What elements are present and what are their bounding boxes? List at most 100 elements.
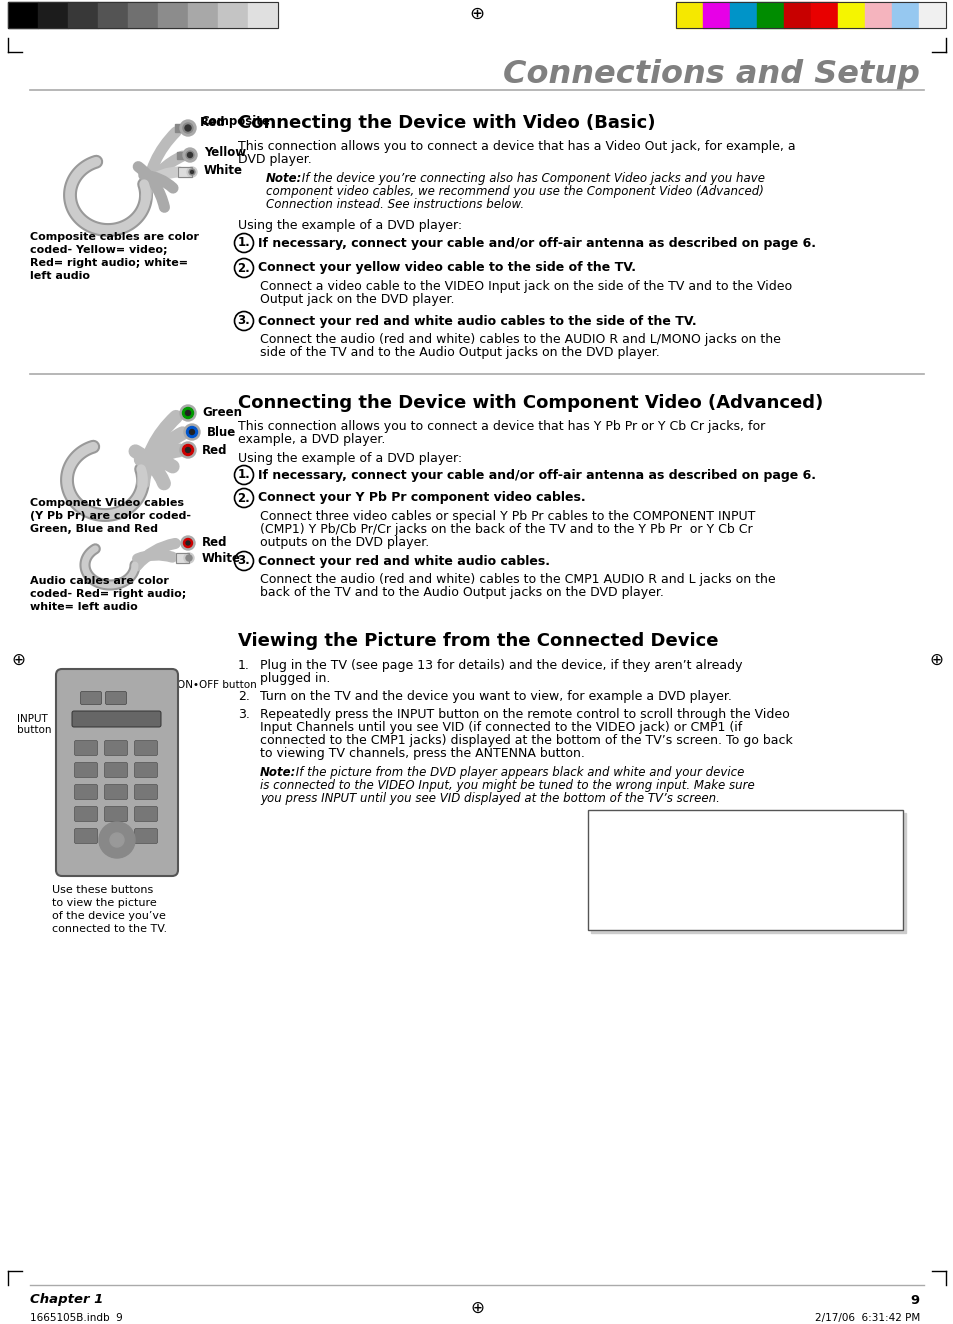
Text: 3.: 3. — [237, 555, 250, 568]
Bar — [158, 3, 188, 28]
Text: you press INPUT until you see VID displayed at the bottom of the TV’s screen.: you press INPUT until you see VID displa… — [260, 792, 720, 805]
Text: This connection allows you to connect a device that has a Video Out jack, for ex: This connection allows you to connect a … — [237, 140, 795, 154]
Bar — [175, 553, 189, 563]
Text: ⊕: ⊕ — [470, 1299, 483, 1317]
FancyBboxPatch shape — [105, 763, 128, 777]
FancyBboxPatch shape — [105, 785, 128, 800]
Text: Output jack on the DVD player.: Output jack on the DVD player. — [260, 293, 454, 306]
FancyBboxPatch shape — [80, 691, 101, 704]
Text: Use these buttons: Use these buttons — [52, 884, 153, 895]
Circle shape — [186, 151, 193, 159]
Circle shape — [185, 448, 191, 453]
Text: White: White — [204, 163, 243, 176]
FancyBboxPatch shape — [134, 829, 157, 843]
FancyBboxPatch shape — [74, 806, 97, 821]
FancyBboxPatch shape — [74, 763, 97, 777]
FancyBboxPatch shape — [105, 806, 128, 821]
Text: If necessary, connect your cable and/or off-air antenna as described on page 6.: If necessary, connect your cable and/or … — [257, 237, 815, 249]
Text: 3.: 3. — [237, 708, 250, 722]
Text: button: button — [17, 726, 51, 735]
Text: Red: Red — [202, 444, 227, 457]
Text: is connected to the VIDEO Input, you might be tuned to the wrong input. Make sur: is connected to the VIDEO Input, you mig… — [260, 779, 754, 792]
Text: INPUT: INPUT — [17, 714, 48, 724]
Text: Plug in the TV (see page 13 for details) and the device, if they aren’t already: Plug in the TV (see page 13 for details)… — [260, 659, 741, 673]
Circle shape — [185, 410, 191, 416]
Circle shape — [180, 120, 195, 136]
Text: component video cables, we recommend you use the Component Video (Advanced): component video cables, we recommend you… — [266, 185, 763, 199]
Bar — [783, 3, 810, 28]
FancyBboxPatch shape — [134, 806, 157, 821]
Text: Connect a video cable to the VIDEO Input jack on the side of the TV and to the V: Connect a video cable to the VIDEO Input… — [260, 279, 791, 293]
Circle shape — [181, 536, 194, 549]
Text: 2.: 2. — [237, 262, 250, 274]
FancyBboxPatch shape — [134, 763, 157, 777]
Circle shape — [110, 833, 124, 847]
Text: • If you’re done: • If you’re done — [596, 825, 682, 835]
Text: 1.: 1. — [237, 237, 250, 249]
Circle shape — [182, 445, 193, 455]
Circle shape — [180, 442, 195, 458]
Circle shape — [184, 553, 193, 563]
Text: plugged in.: plugged in. — [260, 673, 330, 685]
Circle shape — [99, 822, 135, 858]
Text: connecting devices, go: connecting devices, go — [596, 906, 723, 916]
Text: 2.: 2. — [237, 690, 250, 703]
Text: connecting devices to: connecting devices to — [596, 838, 718, 847]
FancyBboxPatch shape — [134, 785, 157, 800]
FancyBboxPatch shape — [105, 829, 128, 843]
Text: 1.: 1. — [237, 469, 250, 482]
Text: Repeatedly press the INPUT button on the remote control to scroll through the Vi: Repeatedly press the INPUT button on the… — [260, 708, 789, 722]
Text: Composite cables are color: Composite cables are color — [30, 232, 199, 242]
Text: Setup.: Setup. — [596, 876, 631, 887]
Bar — [178, 167, 192, 177]
Text: Viewing the Picture from the Connected Device: Viewing the Picture from the Connected D… — [237, 632, 718, 650]
Text: Audio cables are color: Audio cables are color — [30, 576, 169, 587]
Bar — [218, 3, 248, 28]
Bar — [38, 3, 68, 28]
Text: outputs on the DVD player.: outputs on the DVD player. — [260, 536, 429, 549]
Circle shape — [185, 124, 191, 131]
Text: to view the picture: to view the picture — [52, 898, 156, 908]
Text: • To continue: • To continue — [596, 892, 669, 903]
Text: 2/17/06  6:31:42 PM: 2/17/06 6:31:42 PM — [814, 1313, 919, 1323]
Text: Red= right audio; white=: Red= right audio; white= — [30, 258, 188, 267]
Circle shape — [186, 542, 190, 545]
Text: back of the TV and to the Audio Output jacks on the DVD player.: back of the TV and to the Audio Output j… — [260, 587, 663, 598]
Text: ⊕: ⊕ — [928, 651, 942, 669]
Circle shape — [183, 148, 196, 162]
FancyBboxPatch shape — [74, 785, 97, 800]
Bar — [729, 3, 757, 28]
Text: Component Video cables: Component Video cables — [30, 498, 184, 508]
Bar — [174, 124, 185, 132]
Bar — [8, 3, 277, 28]
Text: If the device you’re connecting also has Component Video jacks and you have: If the device you’re connecting also has… — [297, 172, 764, 185]
Text: Red: Red — [202, 536, 227, 549]
Text: 2.: 2. — [237, 491, 250, 504]
Text: Connecting the Device with Video (Basic): Connecting the Device with Video (Basic) — [237, 114, 655, 132]
Text: to the next page.: to the next page. — [596, 919, 692, 929]
Circle shape — [182, 408, 193, 418]
Text: ON•OFF button: ON•OFF button — [177, 681, 256, 690]
Text: ⊕: ⊕ — [469, 5, 484, 23]
FancyBboxPatch shape — [134, 740, 157, 756]
Text: Connect your yellow video cable to the side of the TV.: Connect your yellow video cable to the s… — [257, 262, 636, 274]
Bar — [98, 3, 128, 28]
FancyBboxPatch shape — [56, 669, 178, 876]
FancyBboxPatch shape — [105, 740, 128, 756]
Circle shape — [189, 169, 194, 175]
Bar — [188, 3, 218, 28]
Circle shape — [183, 539, 193, 548]
Circle shape — [183, 123, 193, 132]
Circle shape — [180, 405, 195, 421]
Bar — [68, 3, 98, 28]
Text: Connect three video cables or special Y Pb Pr cables to the COMPONENT INPUT: Connect three video cables or special Y … — [260, 510, 755, 523]
Text: White: White — [202, 552, 241, 564]
Text: connected to the CMP1 jacks) displayed at the bottom of the TV’s screen. To go b: connected to the CMP1 jacks) displayed a… — [260, 733, 792, 747]
Text: example, a DVD player.: example, a DVD player. — [237, 433, 385, 446]
Text: white= left audio: white= left audio — [30, 602, 137, 612]
FancyBboxPatch shape — [74, 829, 97, 843]
Text: Connect the audio (red and white) cables to the AUDIO R and L/MONO jacks on the: Connect the audio (red and white) cables… — [260, 334, 781, 346]
Bar — [676, 3, 945, 28]
Text: Using the example of a DVD player:: Using the example of a DVD player: — [237, 218, 461, 232]
Bar — [757, 3, 783, 28]
